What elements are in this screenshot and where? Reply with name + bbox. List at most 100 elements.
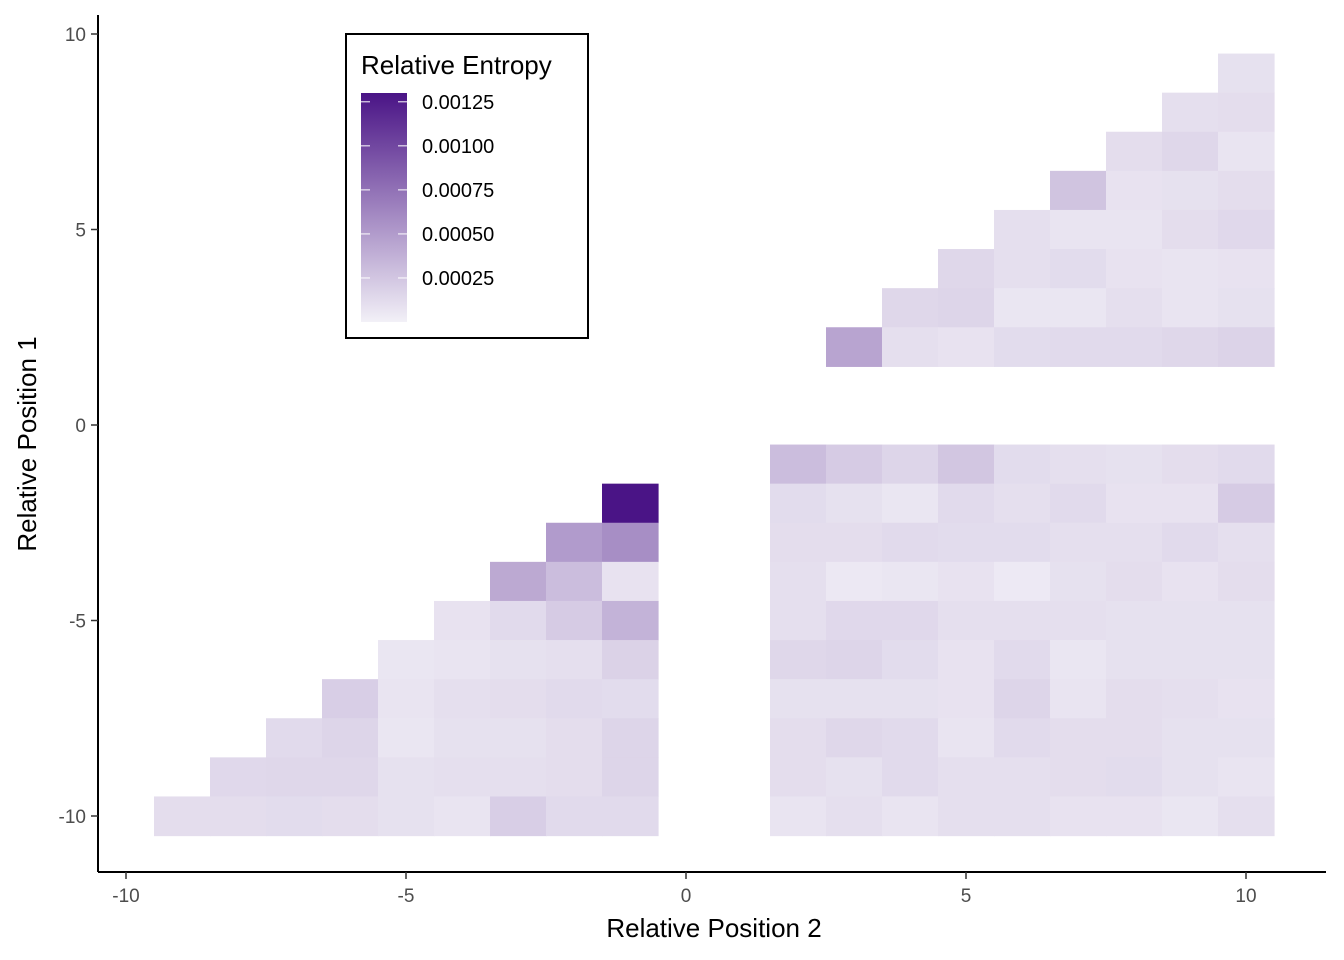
heatmap-cell xyxy=(994,561,1051,602)
heatmap-cell xyxy=(1218,718,1275,758)
heatmap-cell xyxy=(1162,796,1219,837)
legend-title: Relative Entropy xyxy=(361,50,552,80)
heatmap-cell xyxy=(1106,600,1163,641)
y-tick-label: 0 xyxy=(75,416,86,437)
heatmap-cell xyxy=(994,679,1051,719)
y-tick-label: 10 xyxy=(65,25,86,46)
heatmap-cell xyxy=(1162,718,1219,758)
heatmap-cell xyxy=(1050,483,1107,524)
heatmap-cell xyxy=(882,757,939,798)
heatmap-cell xyxy=(994,600,1051,641)
heatmap-cell xyxy=(490,561,547,602)
heatmap-cell xyxy=(994,288,1051,328)
heatmap-cell xyxy=(938,288,995,328)
heatmap-cell xyxy=(602,522,659,563)
heatmap-cell xyxy=(1218,522,1275,563)
heatmap-cell xyxy=(770,640,827,680)
heatmap-cell xyxy=(770,522,827,563)
heatmap-cell xyxy=(378,679,435,719)
heatmap-cell xyxy=(546,600,603,641)
heatmap-cell xyxy=(602,600,659,641)
heatmap-cell xyxy=(1218,640,1275,680)
heatmap-cell xyxy=(1162,600,1219,641)
heatmap-cell xyxy=(882,718,939,758)
heatmap-cell xyxy=(938,679,995,719)
heatmap-cell xyxy=(490,679,547,719)
x-tick-label: -10 xyxy=(112,886,139,907)
heatmap-cell xyxy=(1162,561,1219,602)
heatmap-cell xyxy=(434,718,491,758)
heatmap-cell xyxy=(770,561,827,602)
heatmap-cell xyxy=(490,796,547,837)
heatmap-cell xyxy=(602,483,659,524)
heatmap-cell xyxy=(322,679,379,719)
heatmap-cell xyxy=(1218,757,1275,798)
heatmap-cell xyxy=(1050,796,1107,837)
legend-label: 0.00125 xyxy=(422,92,494,114)
heatmap-cell xyxy=(994,444,1051,485)
heatmap-cell xyxy=(1162,640,1219,680)
legend-label: 0.00100 xyxy=(422,136,494,158)
heatmap-cell xyxy=(1162,483,1219,524)
heatmap-cell xyxy=(938,718,995,758)
heatmap-cell xyxy=(1162,522,1219,563)
heatmap-cell xyxy=(1218,209,1275,250)
heatmap-cell xyxy=(546,718,603,758)
y-axis-title: Relative Position 1 xyxy=(12,336,42,551)
heatmap-cell xyxy=(322,718,379,758)
heatmap-cell xyxy=(1106,561,1163,602)
heatmap-cell xyxy=(994,483,1051,524)
heatmap-cell xyxy=(938,444,995,485)
heatmap-cell xyxy=(1050,522,1107,563)
heatmap-cell xyxy=(602,757,659,798)
heatmap-cell xyxy=(378,718,435,758)
heatmap-cell xyxy=(1106,522,1163,563)
heatmap-cell xyxy=(1106,640,1163,680)
heatmap-cell xyxy=(1106,131,1163,172)
y-tick-label: 5 xyxy=(75,221,86,242)
heatmap-cell xyxy=(882,522,939,563)
heatmap-cell xyxy=(1106,718,1163,758)
heatmap-cell xyxy=(826,757,883,798)
heatmap-cell xyxy=(1162,679,1219,719)
heatmap-cell xyxy=(826,561,883,602)
heatmap-cell xyxy=(882,483,939,524)
heatmap-cell xyxy=(770,483,827,524)
legend-label: 0.00050 xyxy=(422,224,494,246)
heatmap-cell xyxy=(1218,288,1275,328)
heatmap-cell xyxy=(266,757,323,798)
heatmap-cell xyxy=(938,757,995,798)
heatmap-cell xyxy=(1218,679,1275,719)
heatmap-cell xyxy=(1162,249,1219,289)
heatmap-cell xyxy=(1050,561,1107,602)
x-tick-label: -5 xyxy=(398,886,415,907)
heatmap-cell xyxy=(1162,209,1219,250)
heatmap-cell xyxy=(434,757,491,798)
heatmap-cell xyxy=(770,444,827,485)
heatmap-cell xyxy=(1218,249,1275,289)
heatmap-cell xyxy=(1162,444,1219,485)
heatmap-cell xyxy=(826,640,883,680)
heatmap-cell xyxy=(826,522,883,563)
heatmap-cell xyxy=(882,327,939,367)
heatmap-cell xyxy=(546,757,603,798)
heatmap-cell xyxy=(826,679,883,719)
heatmap-cell xyxy=(1218,444,1275,485)
heatmap-cell xyxy=(1218,796,1275,837)
heatmap-cell xyxy=(378,796,435,837)
heatmap-cell xyxy=(266,796,323,837)
heatmap-cell xyxy=(1218,600,1275,641)
heatmap-cell xyxy=(938,327,995,367)
heatmap-cell xyxy=(1162,92,1219,133)
legend-colorbar xyxy=(361,93,407,322)
heatmap-cell xyxy=(546,561,603,602)
heatmap-cell xyxy=(378,640,435,680)
heatmap-cell xyxy=(938,483,995,524)
heatmap-cell xyxy=(994,640,1051,680)
heatmap-cell xyxy=(546,522,603,563)
axes: -10 -5 0 5 10 -10 -5 0 5 10 xyxy=(59,15,1326,907)
heatmap-cell xyxy=(1050,718,1107,758)
heatmap-cell xyxy=(1106,757,1163,798)
heatmap-cell xyxy=(882,640,939,680)
heatmap-cell xyxy=(770,757,827,798)
